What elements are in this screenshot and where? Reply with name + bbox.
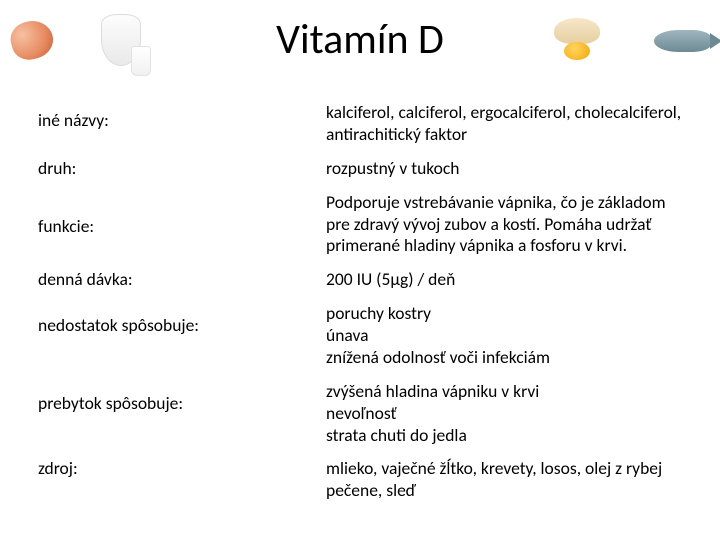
row-label: nedostatok spôsobuje:: [38, 297, 326, 343]
row-value: mlieko, vaječné žĺtko, krevety, losos, o…: [326, 452, 690, 508]
milk-jug-icon: [84, 4, 164, 82]
row-label: prebytok spôsobuje:: [38, 375, 326, 421]
table-row: funkcie: Podporuje vstrebávanie vápnika,…: [38, 186, 690, 264]
row-label: denná dávka:: [38, 263, 326, 297]
shrimp-icon: [2, 12, 62, 68]
row-value: Podporuje vstrebávanie vápnika, čo je zá…: [326, 186, 690, 264]
table-row: zdroj: mlieko, vaječné žĺtko, krevety, l…: [38, 452, 690, 508]
info-table: iné názvy: kalciferol, calciferol, ergoc…: [38, 96, 690, 520]
table-row: nedostatok spôsobuje: poruchy kostryúnav…: [38, 297, 690, 375]
table-row: iné názvy: kalciferol, calciferol, ergoc…: [38, 96, 690, 152]
table-row: druh: rozpustný v tukoch: [38, 152, 690, 186]
egg-yolk-icon: [540, 10, 616, 70]
fish-icon: [648, 22, 718, 60]
row-label: druh:: [38, 152, 326, 186]
row-label: zdroj:: [38, 452, 326, 486]
row-label: iné názvy:: [38, 96, 326, 146]
row-value: kalciferol, calciferol, ergocalciferol, …: [326, 96, 690, 152]
row-value: 200 IU (5µg) / deň: [326, 263, 690, 297]
row-value: zvýšená hladina vápniku v krvinevoľnosťs…: [326, 375, 690, 453]
row-label: funkcie:: [38, 186, 326, 244]
table-row: denná dávka: 200 IU (5µg) / deň: [38, 263, 690, 297]
table-row: prebytok spôsobuje: zvýšená hladina vápn…: [38, 375, 690, 453]
row-value: rozpustný v tukoch: [326, 152, 690, 186]
row-value: poruchy kostryúnavaznížená odolnosť voči…: [326, 297, 690, 375]
